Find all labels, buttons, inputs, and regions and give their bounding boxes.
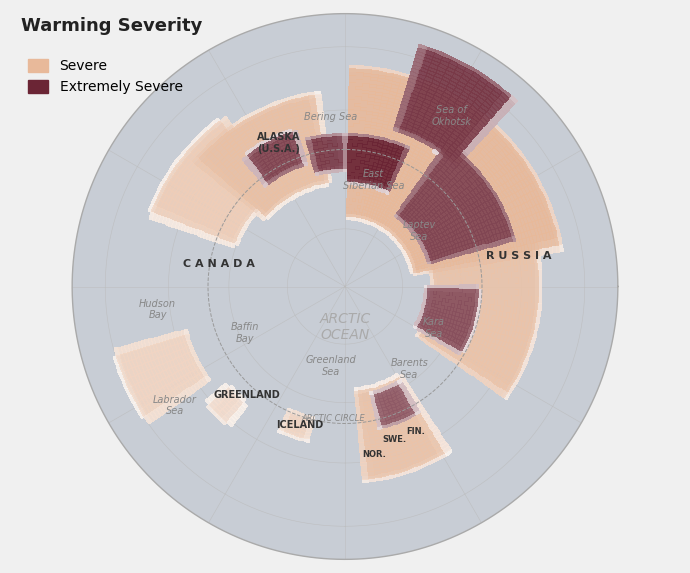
Text: R U S S I A: R U S S I A xyxy=(486,251,551,261)
Text: ICELAND: ICELAND xyxy=(276,421,324,430)
Text: Laptev
Sea: Laptev Sea xyxy=(402,220,435,242)
Text: Kara
Sea: Kara Sea xyxy=(423,317,445,339)
Circle shape xyxy=(72,14,618,559)
Text: Sea of
Okhotsk: Sea of Okhotsk xyxy=(432,105,472,127)
Text: Hudson
Bay: Hudson Bay xyxy=(139,299,176,320)
Text: C A N A D A: C A N A D A xyxy=(183,259,255,269)
Legend: Severe, Extremely Severe: Severe, Extremely Severe xyxy=(28,58,183,94)
Text: Labrador
Sea: Labrador Sea xyxy=(153,395,197,417)
Text: Baffin
Bay: Baffin Bay xyxy=(231,322,259,344)
Text: Warming Severity: Warming Severity xyxy=(21,17,202,35)
Text: ARCTIC CIRCLE: ARCTIC CIRCLE xyxy=(302,414,365,423)
Text: GREENLAND: GREENLAND xyxy=(214,390,281,400)
Text: Barents
Sea: Barents Sea xyxy=(391,358,428,379)
Text: Bering Sea: Bering Sea xyxy=(304,112,357,122)
Text: ALASKA
(U.S.A.): ALASKA (U.S.A.) xyxy=(257,132,300,154)
Text: SWE.: SWE. xyxy=(383,435,407,444)
Text: ARCTIC
OCEAN: ARCTIC OCEAN xyxy=(319,312,371,342)
Text: NOR.: NOR. xyxy=(363,450,386,459)
Text: FIN.: FIN. xyxy=(406,427,425,436)
Text: Greenland
Sea: Greenland Sea xyxy=(306,355,356,377)
Text: East
Siberian Sea: East Siberian Sea xyxy=(343,169,404,191)
